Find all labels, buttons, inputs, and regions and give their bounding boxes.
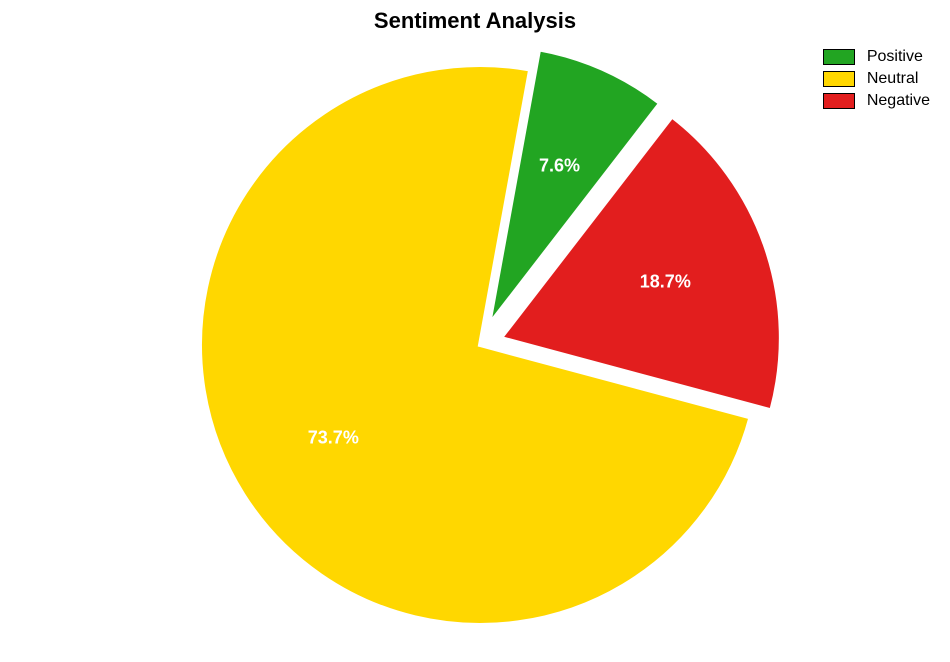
- legend-swatch-negative: [823, 93, 855, 109]
- legend-item-positive: Positive: [823, 48, 930, 66]
- legend-label-positive: Positive: [867, 48, 923, 66]
- slice-label-positive: 7.6%: [539, 156, 580, 177]
- slice-label-negative: 18.7%: [640, 272, 691, 293]
- sentiment-pie-chart: Sentiment Analysis Positive Neutral Nega…: [0, 0, 950, 662]
- legend-swatch-neutral: [823, 71, 855, 87]
- legend-item-neutral: Neutral: [823, 70, 930, 88]
- legend-swatch-positive: [823, 49, 855, 65]
- slice-label-neutral: 73.7%: [308, 427, 359, 448]
- legend-item-negative: Negative: [823, 92, 930, 110]
- legend: Positive Neutral Negative: [823, 48, 930, 114]
- pie-svg: [0, 0, 950, 662]
- legend-label-negative: Negative: [867, 92, 930, 110]
- legend-label-neutral: Neutral: [867, 70, 919, 88]
